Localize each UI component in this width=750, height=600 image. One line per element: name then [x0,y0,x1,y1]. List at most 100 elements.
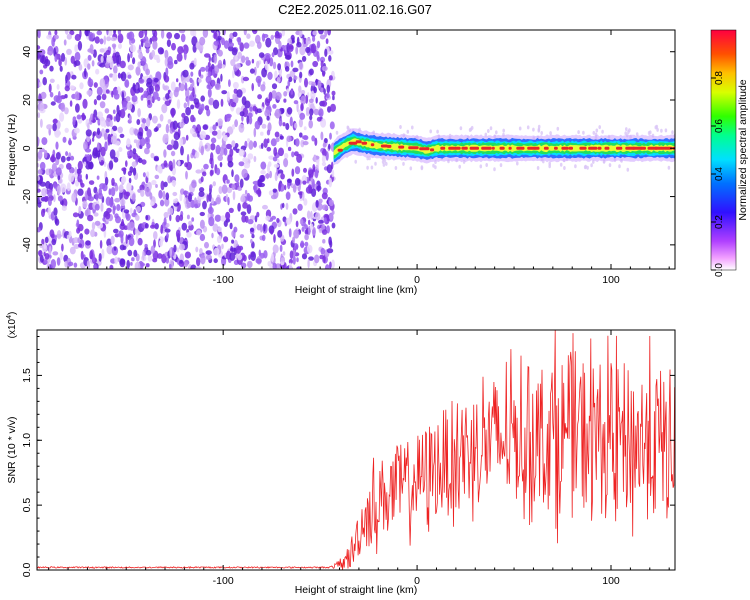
noise-point [214,83,221,91]
y-tick-label: -20 [21,189,33,204]
noise-point [206,84,211,90]
noise-point [53,34,59,40]
noise-point [327,30,331,36]
noise-point [213,31,218,40]
noise-point [608,163,612,168]
noise-point [313,108,320,116]
noise-point [313,86,318,94]
noise-point [291,37,295,43]
noise-point [70,155,75,161]
y-tick-label: 20 [21,94,33,106]
noise-point [39,49,46,56]
noise-point [78,174,82,179]
noise-point [114,233,120,238]
noise-point [284,184,287,191]
noise-point [89,44,94,54]
noise-point [114,213,119,219]
noise-point [270,34,275,40]
noise-point [301,55,307,62]
noise-point [53,207,58,216]
noise-point [286,217,292,225]
noise-point [87,214,94,222]
noise-point [91,222,96,230]
noise-point [83,141,88,151]
noise-point [281,30,286,37]
noise-point [232,190,236,201]
noise-point [118,147,123,152]
noise-point [300,139,305,148]
noise-point [163,149,167,158]
noise-point [117,30,121,36]
noise-point [263,250,268,259]
noise-point [278,118,283,127]
noise-point [204,144,208,149]
noise-point [160,224,163,234]
noise-point [234,55,238,61]
noise-point [229,252,236,261]
noise-point [394,166,398,170]
noise-point [92,132,95,139]
noise-point [105,128,110,133]
noise-point [324,264,330,269]
noise-point [135,214,140,221]
noise-point [145,215,149,221]
noise-point [101,93,107,101]
y-tick-label: 0.5 [21,498,33,513]
noise-point [156,165,163,173]
noise-point [264,109,271,117]
noise-point [110,36,117,42]
noise-point [321,155,326,163]
noise-point [563,166,566,170]
noise-point [251,234,255,239]
noise-point [247,138,251,143]
noise-point [219,161,223,168]
noise-point [64,30,69,35]
noise-point [90,229,96,238]
noise-point [103,121,107,128]
noise-point [595,128,599,133]
noise-point [46,124,53,130]
noise-point [49,65,54,72]
noise-point [184,82,188,91]
noise-point [299,61,303,70]
noise-point [308,98,314,103]
noise-point [199,36,206,46]
noise-point [116,204,121,211]
noise-point [54,54,58,63]
noise-point [171,179,177,187]
noise-point [271,215,277,220]
noise-point [78,205,82,215]
band-core-segment [588,146,598,150]
noise-point [326,84,331,94]
noise-point [127,53,130,63]
noise-point [84,209,89,217]
noise-point [278,182,281,192]
noise-point [366,165,369,170]
noise-point [250,239,253,244]
noise-point [165,93,170,100]
noise-point [52,251,59,256]
noise-point [236,180,240,187]
noise-point [72,116,77,123]
noise-point [64,127,69,133]
noise-point [125,234,128,245]
noise-point [244,189,248,195]
noise-point [280,260,285,266]
noise-point [41,137,48,146]
noise-point [290,89,293,95]
noise-point [243,30,247,36]
noise-point [270,194,277,200]
noise-point [221,64,226,69]
noise-point [195,169,202,174]
noise-point [655,124,659,129]
noise-point [87,54,92,61]
noise-point [172,191,178,197]
noise-point [190,71,194,77]
noise-point [52,123,57,132]
noise-point [94,220,101,226]
noise-point [260,170,266,175]
noise-point [208,216,215,227]
noise-point [277,169,284,175]
noise-point [179,122,184,129]
noise-point [260,131,264,136]
